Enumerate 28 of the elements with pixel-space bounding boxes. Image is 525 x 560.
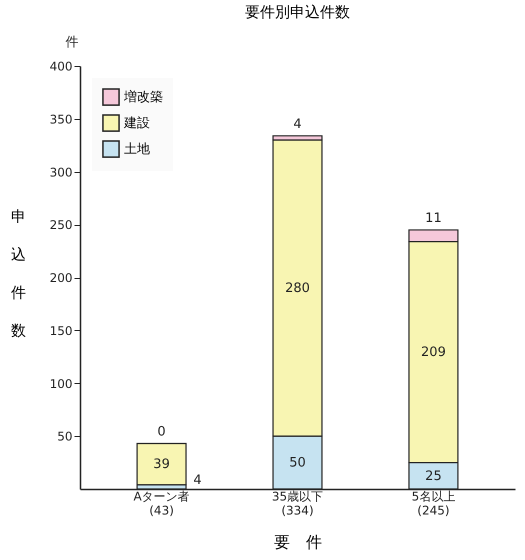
y-tick-label: 350 (50, 112, 72, 126)
y-tick-label: 100 (50, 376, 72, 391)
bar (136, 442, 187, 486)
data-label: 0 (157, 424, 166, 440)
data-label: 280 (285, 281, 310, 296)
y-tick-label: 200 (50, 271, 72, 285)
data-label: 25 (425, 468, 442, 484)
y-tick-label: 300 (50, 165, 72, 180)
y-tick-label: 50 (57, 430, 72, 444)
x-tick-label: 5名以上 (245) (412, 490, 456, 518)
data-label: 209 (421, 345, 446, 360)
legend-label: 土地 (124, 142, 150, 157)
y-tick-label: 150 (50, 324, 72, 338)
data-label: 50 (289, 456, 306, 471)
y-tick-label: 400 (50, 60, 72, 74)
data-label: 39 (153, 457, 170, 472)
data-label: 4 (193, 472, 202, 488)
data-label: 11 (425, 210, 442, 226)
chart-title: 要件別申込件数 (245, 3, 350, 21)
legend-label: 増改築 (123, 89, 163, 105)
y-tick-label: 250 (50, 218, 72, 232)
legend-label: 建設 (123, 116, 150, 131)
text: 件 (66, 35, 78, 50)
x-tick-label: 35歳以下 (334) (272, 490, 324, 518)
x-axis-title: 要 件 (274, 532, 322, 552)
x-tick-label: Aターン者 (43) (133, 490, 190, 518)
data-label: 4 (293, 116, 302, 132)
text: 申込件数 (11, 208, 26, 340)
